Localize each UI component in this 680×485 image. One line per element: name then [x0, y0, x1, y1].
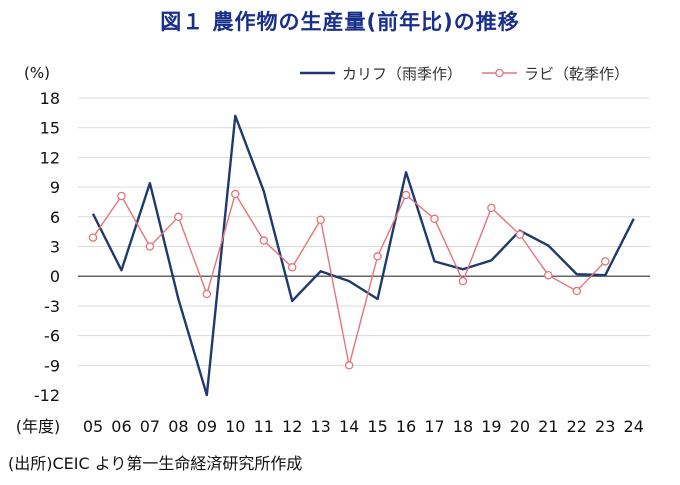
x-tick-label: 11 — [254, 417, 274, 436]
series-1-point — [174, 212, 183, 222]
x-tick-label: 13 — [310, 417, 330, 436]
y-tick-label: 3 — [50, 238, 60, 257]
series-1-point — [202, 289, 212, 299]
series-1-point — [287, 263, 297, 272]
series-1-point — [117, 191, 126, 201]
y-tick-label: -6 — [44, 327, 60, 346]
series-1-point — [544, 270, 553, 280]
x-tick-label: 20 — [510, 417, 530, 436]
series-line-0 — [91, 114, 635, 397]
x-tick-label: 10 — [225, 417, 245, 436]
x-tick-label: 07 — [140, 417, 160, 436]
x-tick-label: 16 — [396, 417, 416, 436]
series-1-point — [600, 257, 610, 266]
legend-marker-1 — [495, 68, 504, 78]
y-tick-label: 12 — [40, 148, 60, 167]
series-1-point — [88, 233, 98, 242]
source-note: (出所)CEIC より第一生命経済研究所作成 — [8, 454, 303, 473]
x-axis-label: (年度) — [16, 417, 61, 436]
x-tick-label: 17 — [424, 417, 444, 436]
series-1-point — [572, 286, 582, 296]
series-1-point — [458, 276, 468, 286]
series-1-point — [373, 252, 382, 261]
y-tick-label: -9 — [44, 356, 60, 375]
series-1-point — [344, 361, 354, 370]
series-1-point — [515, 230, 525, 239]
series-1-point — [259, 236, 268, 245]
x-tick-label: 22 — [567, 417, 587, 436]
series-1-point — [231, 189, 240, 199]
y-tick-label: 6 — [50, 208, 60, 227]
y-tick-label: -3 — [44, 297, 60, 316]
series-1-point — [316, 215, 325, 225]
x-tick-label: 21 — [538, 417, 558, 436]
x-tick-label: 12 — [282, 417, 302, 436]
y-tick-label: 18 — [40, 89, 60, 108]
x-tick-label: 06 — [111, 417, 131, 436]
series-1-point — [145, 242, 155, 251]
y-tick-label: 0 — [50, 267, 60, 286]
x-tick-label: 05 — [83, 417, 103, 436]
x-tick-label: 14 — [339, 417, 359, 436]
x-tick-label: 18 — [453, 417, 473, 436]
series-line-1 — [92, 193, 606, 366]
x-tick-label: 15 — [367, 417, 387, 436]
x-tick-label: 24 — [624, 417, 644, 436]
y-tick-label: 15 — [40, 119, 60, 138]
y-tick-label: -12 — [34, 386, 60, 405]
legend-label-1: ラビ（乾季作） — [524, 65, 629, 83]
x-tick-label: 19 — [481, 417, 501, 436]
x-tick-label: 08 — [168, 417, 188, 436]
x-tick-label: 09 — [197, 417, 217, 436]
y-axis-unit-label: (%) — [24, 64, 50, 82]
x-tick-label: 23 — [595, 417, 615, 436]
chart-title: 図１ 農作物の生産量(前年比)の推移 — [160, 10, 520, 34]
series-1-point — [487, 203, 496, 213]
series-1-point — [401, 190, 411, 200]
legend-label-0: カリフ（雨季作） — [342, 65, 462, 83]
series-1-point — [430, 214, 439, 224]
y-tick-label: 9 — [50, 178, 60, 197]
